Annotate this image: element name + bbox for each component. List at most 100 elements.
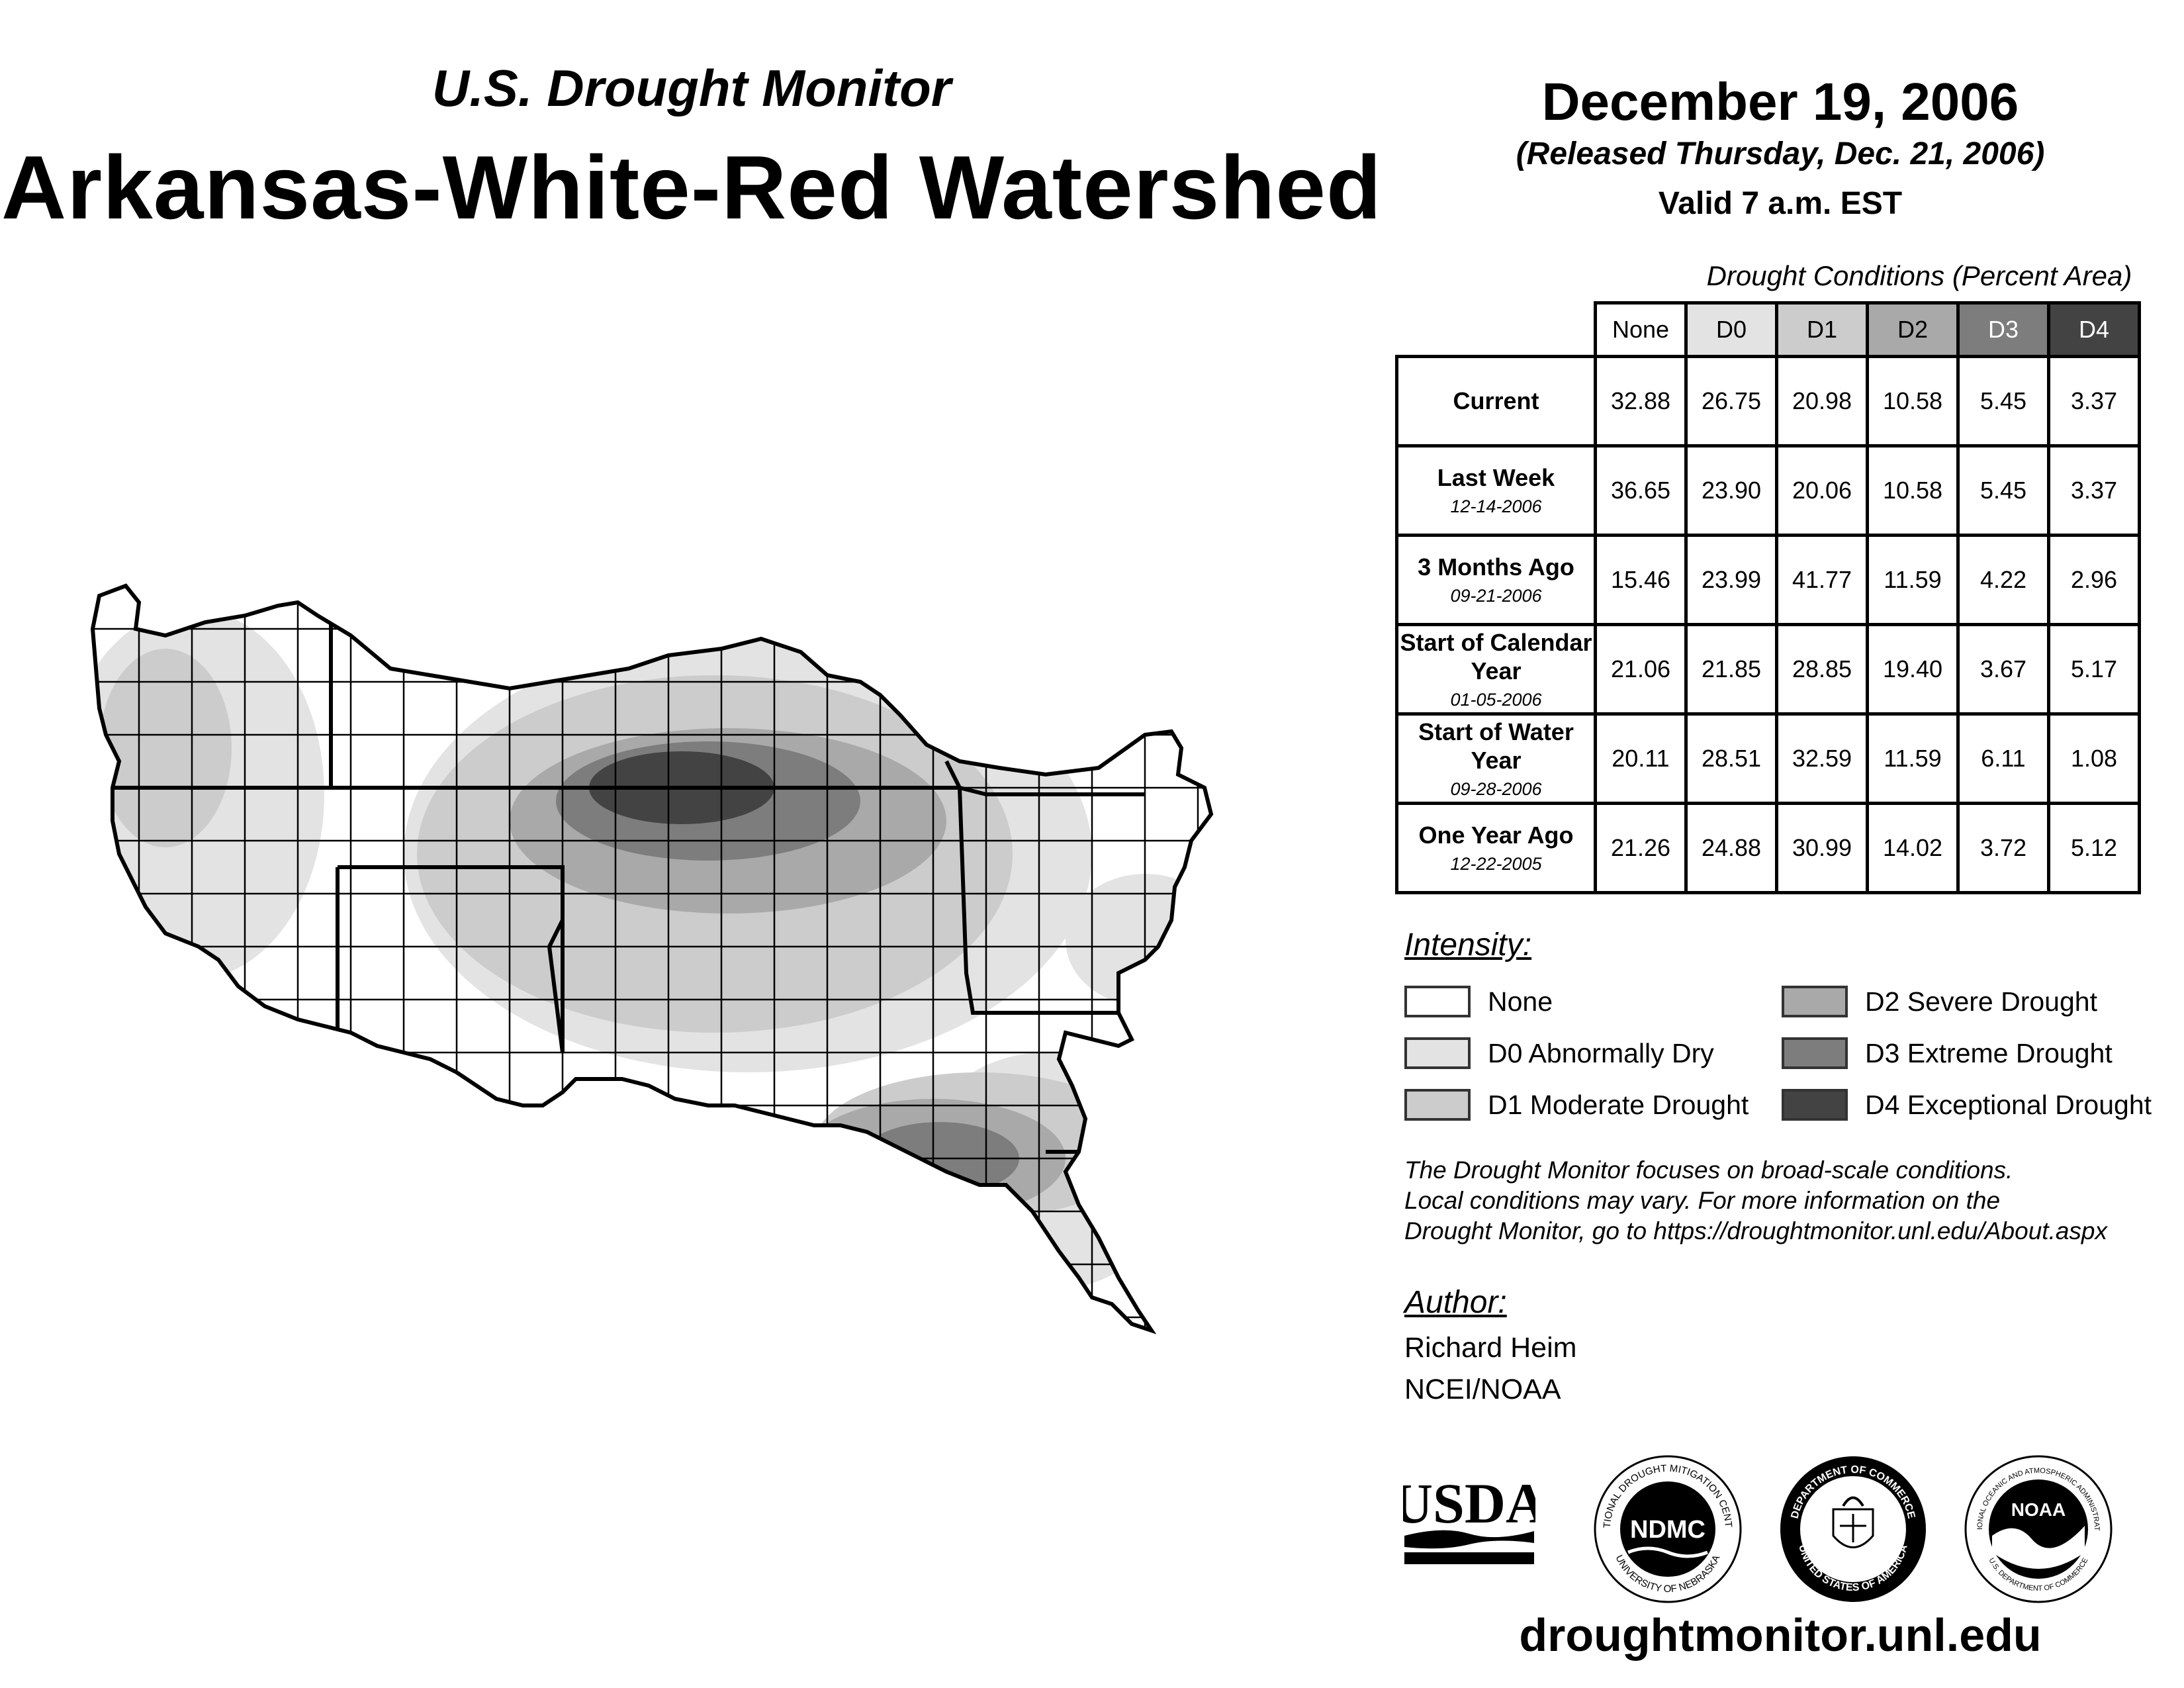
usda-text: USDA	[1403, 1473, 1535, 1535]
table-cell: 41.77	[1775, 534, 1869, 626]
legend-item-d0: D0 Abnormally Dry	[1404, 1036, 1714, 1070]
row-label: 3 Months Ago 09-21-2006	[1395, 534, 1597, 626]
row-label-text: Last Week	[1437, 464, 1555, 492]
legend-swatch	[1782, 1089, 1848, 1121]
legend-item-none: None	[1404, 984, 1553, 1019]
row-label: Start of Water Year 09-28-2006	[1395, 712, 1597, 805]
legend-label: D0 Abnormally Dry	[1488, 1037, 1714, 1068]
table-cell: 21.26	[1594, 802, 1688, 894]
note-line: The Drought Monitor focuses on broad-sca…	[1404, 1156, 2013, 1184]
table-cell: 5.17	[2047, 623, 2141, 716]
usda-logo: USDA	[1403, 1473, 1535, 1564]
table-row: Last Week 12-14-2006 36.65 23.90 20.06 10…	[1395, 444, 2141, 537]
author-org: NCEI/NOAA	[1404, 1374, 1561, 1405]
row-label-date: 01-05-2006	[1450, 689, 1542, 710]
table-cell: 20.11	[1594, 712, 1688, 805]
table-row: One Year Ago 12-22-2005 21.26 24.88 30.99…	[1395, 802, 2141, 894]
table-cell: 28.85	[1775, 623, 1869, 716]
table-row: Start of Water Year 09-28-2006 20.11 28.5…	[1395, 712, 2141, 805]
table-cell: 23.90	[1684, 444, 1778, 537]
table-cell: 1.08	[2047, 712, 2141, 805]
col-header-d4: D4	[2047, 301, 2141, 358]
seagull-icon	[1992, 1526, 2085, 1569]
table-cell: 20.98	[1775, 355, 1869, 447]
map-title: Arkansas-White-Red Watershed	[1, 137, 1383, 238]
table-cell: 36.65	[1594, 444, 1688, 537]
row-label-date: 09-21-2006	[1450, 586, 1542, 606]
legend-swatch	[1404, 1037, 1471, 1069]
row-label: Current	[1395, 355, 1597, 447]
row-label: Start of Calendar Year 01-05-2006	[1395, 623, 1597, 716]
table-cell: 11.59	[1866, 534, 1960, 626]
table-caption: Drought Conditions (Percent Area)	[1706, 260, 2132, 291]
table-cell: 19.40	[1866, 623, 1960, 716]
table-row: Current 32.88 26.75 20.98 10.58 5.45 3.3…	[1395, 355, 2141, 447]
table-cell: 3.37	[2047, 444, 2141, 537]
legend-label: D3 Extreme Drought	[1865, 1037, 2113, 1068]
row-label-text: One Year Ago	[1418, 821, 1574, 849]
table-cell: 28.51	[1684, 712, 1778, 805]
row-label: Last Week 12-14-2006	[1395, 444, 1597, 537]
valid-time: Valid 7 a.m. EST	[1658, 186, 1903, 221]
table-cell: 3.72	[1956, 802, 2050, 894]
legend-swatch	[1782, 986, 1848, 1017]
note-line: Drought Monitor, go to https://droughtmo…	[1404, 1217, 2107, 1244]
table-cell: 5.12	[2047, 802, 2141, 894]
table-cell: 15.46	[1594, 534, 1688, 626]
table-cell: 32.88	[1594, 355, 1688, 447]
table-cell: 21.85	[1684, 623, 1778, 716]
legend-item-d3: D3 Extreme Drought	[1782, 1036, 2113, 1070]
note-line: Local conditions may vary. For more info…	[1404, 1187, 2001, 1214]
map-supertitle: U.S. Drought Monitor	[432, 59, 952, 117]
release-date: (Released Thursday, Dec. 21, 2006)	[1516, 136, 2045, 171]
table-cell: 23.99	[1684, 534, 1778, 626]
row-label-date: 09-28-2006	[1450, 778, 1542, 799]
row-label-text: Current	[1453, 387, 1539, 415]
table-cell: 3.37	[2047, 355, 2141, 447]
table-row: 3 Months Ago 09-21-2006 15.46 23.99 41.77…	[1395, 534, 2141, 626]
table-cell: 6.11	[1956, 712, 2050, 805]
noaa-text: NOAA	[2011, 1499, 2066, 1520]
legend-swatch	[1404, 1089, 1471, 1121]
row-label: One Year Ago 12-22-2005	[1395, 802, 1597, 894]
col-header-d3: D3	[1956, 301, 2050, 358]
table-cell: 21.06	[1594, 623, 1688, 716]
table-header-row: None D0 D1 D2 D3 D4	[1396, 301, 2141, 358]
table-cell: 20.06	[1775, 444, 1869, 537]
row-label-date: 12-22-2005	[1450, 854, 1542, 874]
row-label-text: Start of Calendar Year	[1400, 628, 1592, 684]
ndmc-text: NDMC	[1630, 1516, 1706, 1544]
legend-label: None	[1488, 986, 1553, 1017]
table-cell: 30.99	[1775, 802, 1869, 894]
website-url[interactable]: droughtmonitor.unl.edu	[1519, 1609, 2042, 1661]
row-label-text: Start of Water Year	[1418, 718, 1574, 774]
watershed-map	[86, 576, 1297, 1357]
ndmc-logo: NATIONAL DROUGHT MITIGATION CENTER UNIVE…	[1592, 1453, 1742, 1603]
row-label-date: 12-14-2006	[1450, 496, 1542, 517]
table-cell: 5.45	[1956, 355, 2050, 447]
noaa-logo: NATIONAL OCEANIC AND ATMOSPHERIC ADMINIS…	[1962, 1453, 2113, 1603]
row-label-text: 3 Months Ago	[1418, 553, 1574, 581]
table-cell: 14.02	[1866, 802, 1960, 894]
table-cell: 26.75	[1684, 355, 1778, 447]
legend-swatch	[1782, 1037, 1848, 1069]
legend-label: D1 Moderate Drought	[1488, 1089, 1749, 1120]
table-cell: 3.67	[1956, 623, 2050, 716]
legend-label: D4 Exceptional Drought	[1865, 1089, 2152, 1120]
legend-label: D2 Severe Drought	[1865, 986, 2097, 1017]
disclaimer-note: The Drought Monitor focuses on broad-sca…	[1404, 1155, 2184, 1246]
author-name: Richard Heim	[1404, 1332, 1577, 1364]
table-corner	[1396, 303, 1597, 358]
table-cell: 10.58	[1866, 444, 1960, 537]
table-cell: 10.58	[1866, 355, 1960, 447]
table-cell: 4.22	[1956, 534, 2050, 626]
table-cell: 5.45	[1956, 444, 2050, 537]
table-row: Start of Calendar Year 01-05-2006 21.06 2…	[1395, 623, 2141, 716]
legend-item-d2: D2 Severe Drought	[1782, 984, 2097, 1019]
eagle-icon	[1842, 1496, 1864, 1507]
col-header-d0: D0	[1684, 301, 1778, 358]
doc-seal-logo: DEPARTMENT OF COMMERCE UNITED STATES OF …	[1780, 1456, 1926, 1602]
table-cell: 24.88	[1684, 802, 1778, 894]
col-header-d2: D2	[1866, 301, 1960, 358]
col-header-none: None	[1594, 301, 1688, 358]
